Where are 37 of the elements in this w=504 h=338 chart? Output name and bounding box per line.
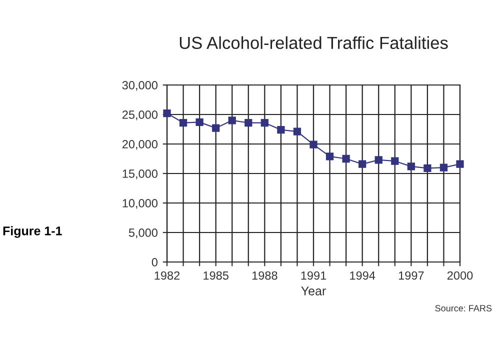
x-axis-title: Year bbox=[301, 286, 326, 296]
point bbox=[440, 164, 448, 172]
x-tick-label: 1985 bbox=[204, 271, 228, 280]
point bbox=[424, 164, 432, 172]
point bbox=[342, 154, 350, 163]
caption: Figure 1-1 bbox=[3, 226, 62, 238]
x-tick-label: 1994 bbox=[350, 271, 376, 280]
y-tick-label: 5,000 bbox=[128, 228, 158, 238]
point bbox=[277, 126, 285, 134]
point bbox=[244, 118, 252, 127]
y-tick-label: 15,000 bbox=[122, 170, 158, 180]
x-tick-label: 1988 bbox=[252, 271, 278, 280]
point bbox=[293, 128, 302, 136]
x-tick-label: 1991 bbox=[301, 271, 326, 280]
point bbox=[456, 160, 464, 168]
point bbox=[391, 157, 399, 165]
point bbox=[163, 110, 171, 118]
point bbox=[374, 156, 382, 164]
point bbox=[358, 160, 366, 168]
point bbox=[326, 152, 334, 160]
y-tick-label: 25,000 bbox=[122, 110, 158, 120]
point bbox=[407, 162, 415, 170]
x-tick-label: 2000 bbox=[447, 271, 473, 280]
source-note: Source: FARS bbox=[435, 305, 492, 312]
point bbox=[179, 118, 188, 127]
y-tick-label: 20,000 bbox=[122, 140, 158, 150]
point bbox=[212, 124, 220, 132]
y-tick-label: 10,000 bbox=[122, 199, 158, 209]
point bbox=[196, 118, 204, 126]
y-tick-label: 0 bbox=[152, 258, 158, 266]
point bbox=[228, 116, 236, 124]
point bbox=[310, 140, 318, 148]
x-tick-label: 1982 bbox=[154, 271, 180, 280]
y-tick-label: 30,000 bbox=[122, 81, 158, 91]
point bbox=[260, 118, 268, 127]
chart-title: US Alcohol-related Traffic Fatalities bbox=[180, 36, 448, 50]
x-tick-label: 1997 bbox=[398, 271, 424, 280]
